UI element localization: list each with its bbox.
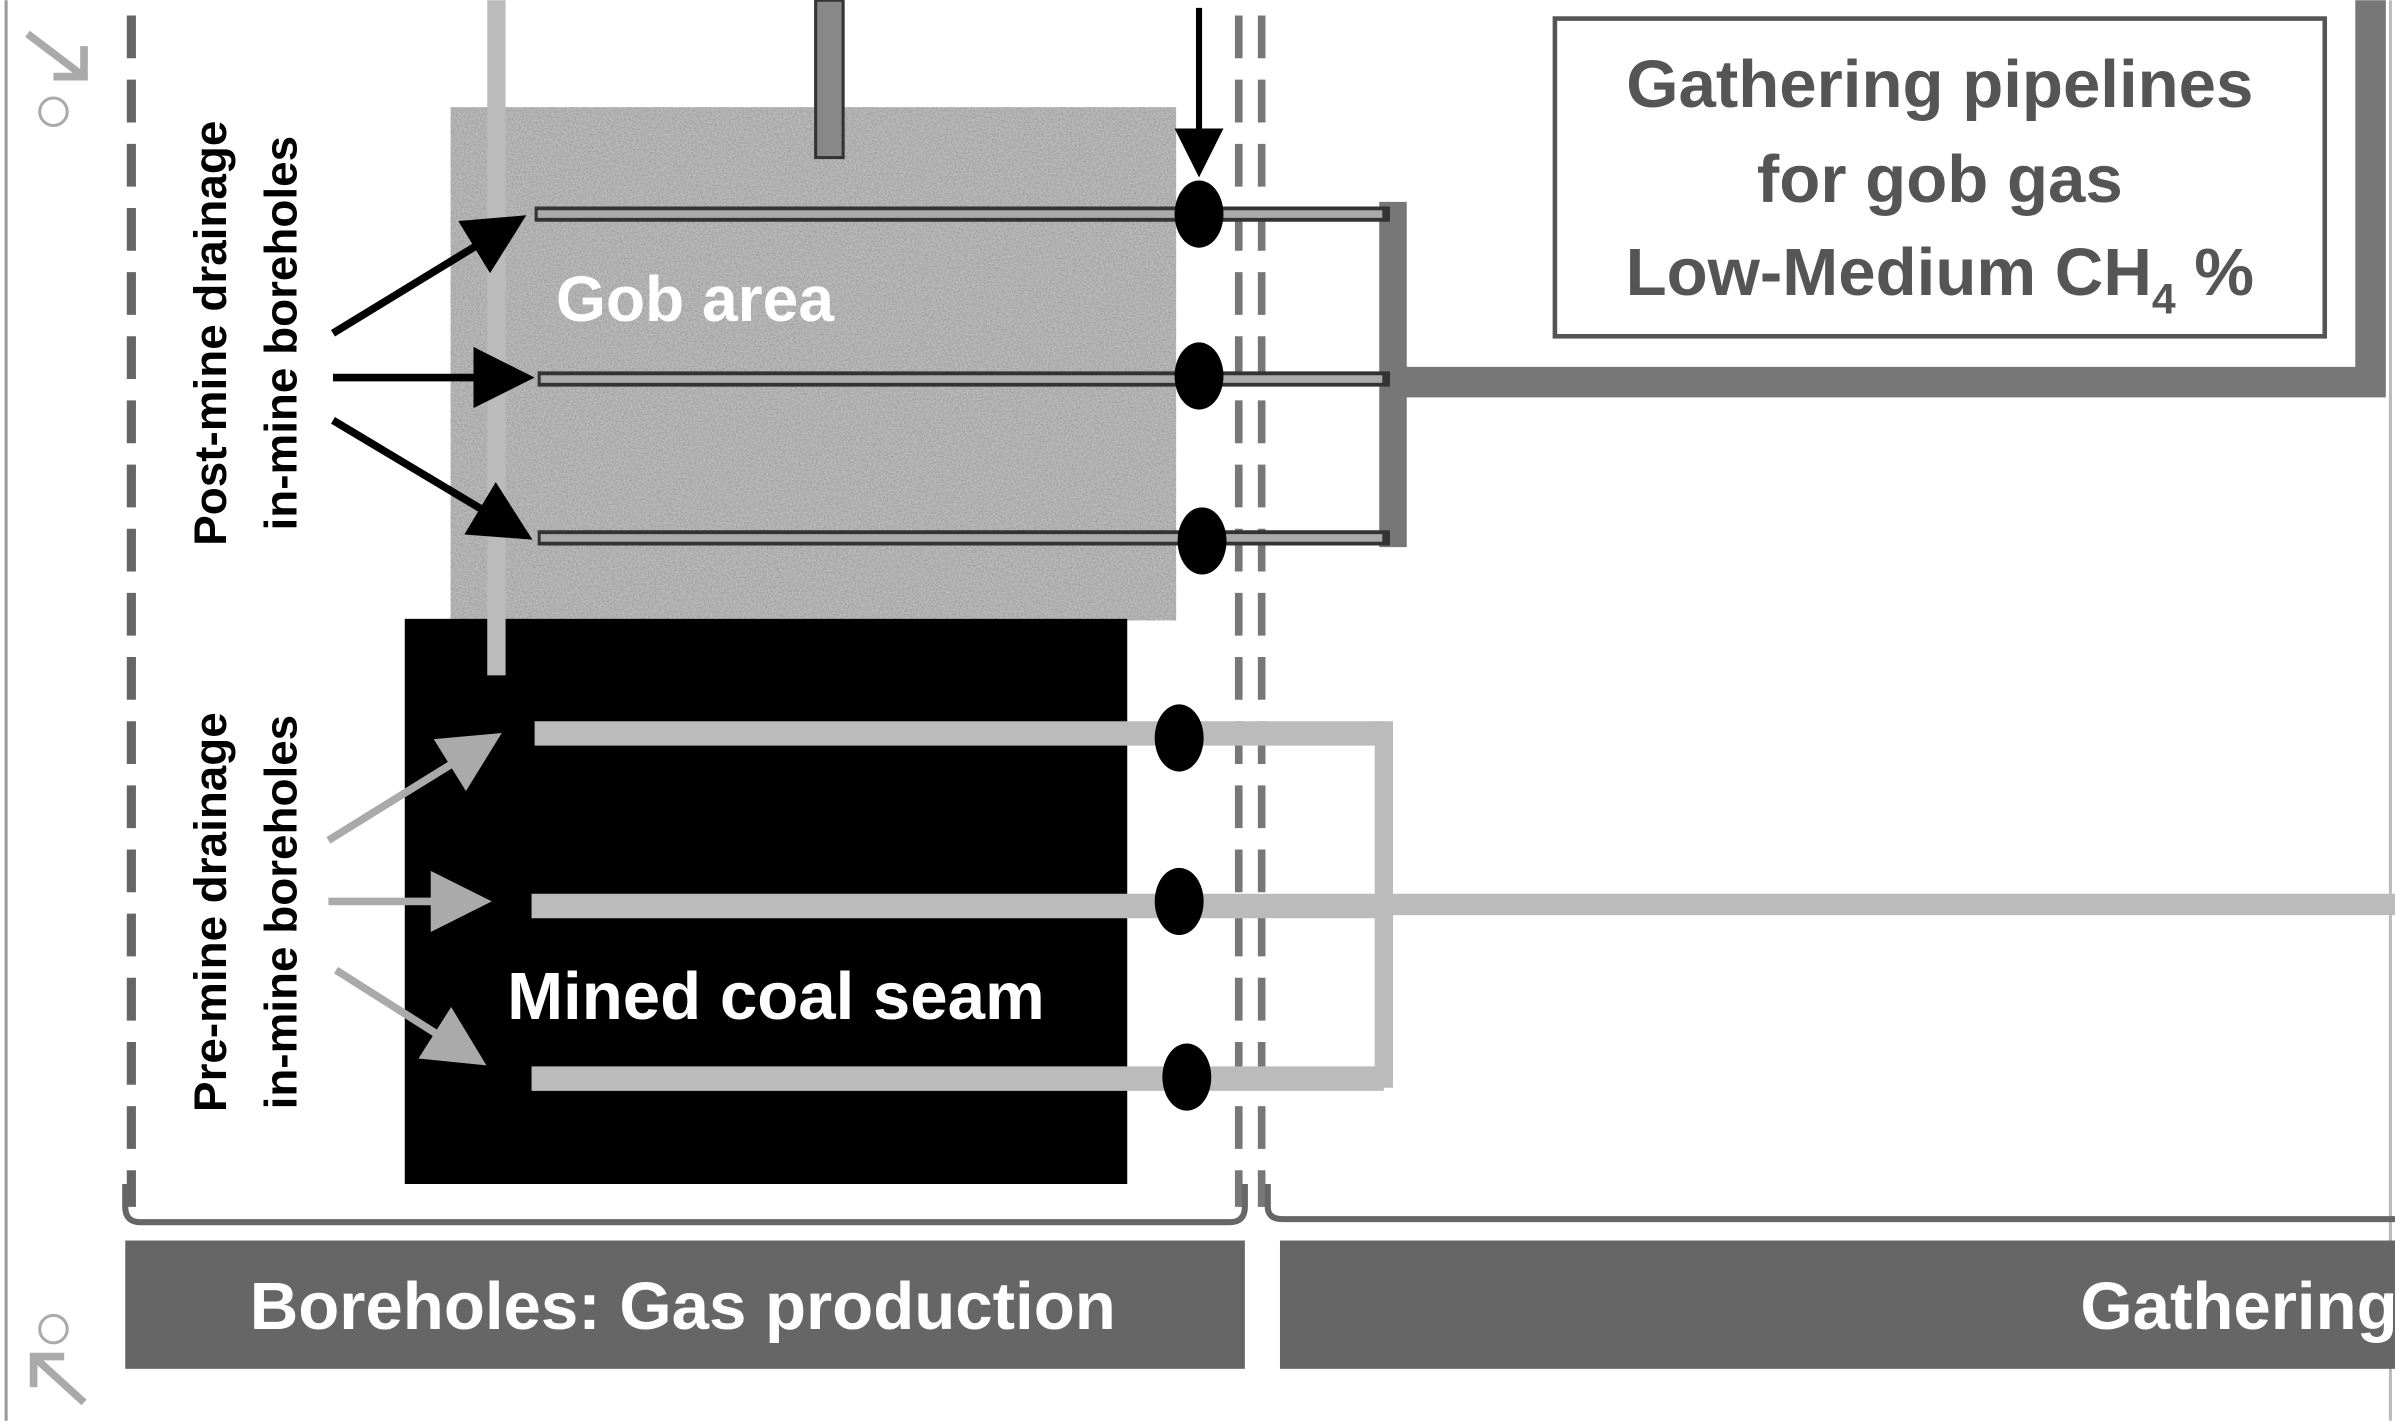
- info-box: [1552, 16, 2328, 339]
- arrows-post: [330, 215, 535, 540]
- box-text: for gob gas: [1757, 142, 2123, 217]
- footer-bar: [1279, 1240, 2395, 1369]
- box-text: %: [2176, 235, 2254, 310]
- label: in-mine boreholes: [255, 136, 306, 531]
- bracket: [122, 1184, 1248, 1226]
- pre-mine-pipes: [531, 704, 2395, 1111]
- footer-label: Boreholes: Gas production: [250, 1269, 1116, 1344]
- box-text: Low-Medium CH4 %: [1626, 235, 2254, 323]
- arrows-pre: [326, 733, 502, 1066]
- label: in-mine boreholes: [255, 715, 306, 1110]
- area-label: Gob area: [556, 263, 835, 335]
- area-label: Mined coal seam: [507, 959, 1045, 1034]
- label: Post-mine drainage: [185, 121, 236, 546]
- footer-clip: Gathering: [2080, 1269, 2395, 1344]
- footer-label: Gathering: [2080, 1269, 2395, 1344]
- vent-pipe: [814, 0, 845, 160]
- subscript: 4: [2152, 275, 2176, 323]
- bracket: [1264, 1184, 2395, 1223]
- gob-pipes: [534, 0, 2386, 575]
- label: Pre-mine drainage: [185, 712, 236, 1112]
- icon: [25, 30, 88, 1406]
- box-text: Low-Medium CH: [1626, 235, 2152, 310]
- box-text: Gathering pipelines: [1626, 47, 2253, 122]
- footer-bar: [125, 1240, 1245, 1369]
